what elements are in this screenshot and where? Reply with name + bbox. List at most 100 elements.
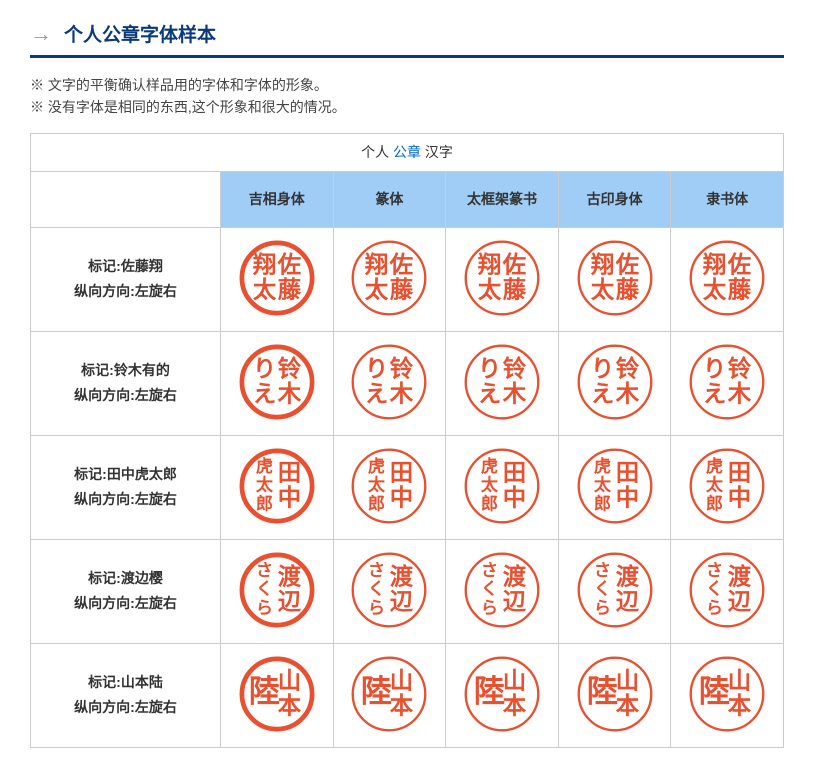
- table-row: 标记:佐藤翔纵向方向:左旋右佐藤翔太佐藤翔太佐藤翔太佐藤翔太佐藤翔太: [31, 227, 784, 331]
- col-head: 隶书体: [671, 171, 784, 227]
- col-head: 篆体: [333, 171, 446, 227]
- col-head: 古印身体: [558, 171, 671, 227]
- row-label-line1: 标记:山本陆: [39, 670, 212, 695]
- stamp-char: 辺: [503, 588, 527, 614]
- stamp-char: 佐: [277, 251, 301, 277]
- stamp-char: え: [478, 380, 501, 406]
- stamp-char: 本: [503, 692, 527, 718]
- stamp-char: さ: [481, 560, 498, 580]
- seal-stamp-icon: 渡辺さくら: [576, 551, 654, 629]
- stamp-char: 虎: [706, 456, 723, 476]
- arrow-icon: →: [30, 21, 52, 47]
- stamp-char: 郎: [594, 493, 611, 513]
- stamp-char: 藤: [615, 276, 639, 302]
- stamp-cell: 山本陸: [221, 643, 334, 747]
- stamp-char: 陸: [249, 674, 280, 709]
- stamp-char: り: [703, 355, 726, 381]
- stamp-cell: 田中虎太郎: [446, 435, 559, 539]
- stamp-char: 郎: [706, 493, 723, 513]
- stamp-char: 郎: [368, 493, 385, 513]
- seal-stamp-icon: 铃木りえ: [350, 343, 428, 421]
- stamp-char: さ: [706, 560, 723, 580]
- row-label-line2: 纵向方向:左旋右: [39, 279, 212, 304]
- stamp-cell: 田中虎太郎: [671, 435, 784, 539]
- stamp-cell: 铃木りえ: [671, 331, 784, 435]
- stamp-char: 木: [727, 380, 752, 406]
- stamp-char: 藤: [503, 276, 527, 302]
- stamp-char: 翔: [703, 250, 726, 277]
- stamp-cell: 田中虎太郎: [558, 435, 671, 539]
- stamp-char: 中: [503, 484, 526, 510]
- row-label: 标记:山本陆纵向方向:左旋右: [31, 643, 221, 747]
- stamp-char: え: [590, 380, 613, 406]
- stamp-char: 虎: [256, 456, 273, 476]
- seal-stamp-icon: 山本陸: [576, 655, 654, 733]
- stamp-cell: 铃木りえ: [558, 331, 671, 435]
- row-label: 标记:佐藤翔纵向方向:左旋右: [31, 227, 221, 331]
- stamp-char: 本: [615, 692, 639, 718]
- stamp-char: 太: [594, 474, 612, 494]
- stamp-char: 铃: [278, 354, 302, 381]
- stamp-char: 田: [615, 459, 638, 485]
- row-label-line2: 纵向方向:左旋右: [39, 591, 212, 616]
- stamp-char: 翔: [590, 250, 613, 277]
- seal-stamp-icon: 山本陸: [688, 655, 766, 733]
- stamp-char: く: [706, 578, 723, 598]
- stamp-cell: 渡辺さくら: [558, 539, 671, 643]
- stamp-char: 辺: [278, 588, 302, 614]
- stamp-char: 山: [503, 667, 526, 693]
- stamp-char: ら: [368, 597, 385, 617]
- stamp-char: 木: [614, 380, 639, 406]
- stamp-char: 渡: [390, 562, 414, 589]
- stamp-char: ら: [256, 597, 273, 617]
- stamp-char: 佐: [502, 251, 526, 277]
- stamp-char: 渡: [728, 562, 752, 589]
- stamp-char: 太: [368, 474, 386, 494]
- stamp-cell: 佐藤翔太: [333, 227, 446, 331]
- stamp-char: 铃: [390, 354, 414, 381]
- stamp-char: 太: [253, 276, 277, 302]
- stamp-char: 郎: [256, 493, 273, 513]
- stamp-cell: 佐藤翔太: [558, 227, 671, 331]
- stamp-char: 陸: [699, 674, 730, 709]
- table-row: 标记:山本陆纵向方向:左旋右山本陸山本陸山本陸山本陸山本陸: [31, 643, 784, 747]
- stamp-char: く: [256, 578, 273, 598]
- stamp-char: 山: [615, 667, 638, 693]
- seal-stamp-icon: 山本陸: [350, 655, 428, 733]
- seal-stamp-icon: 田中虎太郎: [350, 447, 428, 525]
- caption-post: 汉字: [421, 144, 453, 160]
- stamp-char: り: [590, 355, 613, 381]
- seal-stamp-icon: 田中虎太郎: [463, 447, 541, 525]
- stamp-char: 铃: [503, 354, 527, 381]
- note-line: ※ 文字的平衡确认样品用的字体和字体的形象。: [30, 74, 784, 96]
- stamp-char: 辺: [728, 588, 752, 614]
- stamp-char: 中: [615, 484, 638, 510]
- table-caption: 个人 公章 汉字: [31, 133, 784, 171]
- row-label-line2: 纵向方向:左旋右: [39, 487, 212, 512]
- stamp-char: 藤: [728, 276, 752, 302]
- stamp-char: 中: [278, 484, 301, 510]
- row-label-line1: 标记:田中虎太郎: [39, 462, 212, 487]
- caption-link[interactable]: 公章: [393, 144, 421, 160]
- stamp-char: え: [365, 380, 388, 406]
- stamp-cell: 田中虎太郎: [333, 435, 446, 539]
- row-label: 标记:铃木有的纵向方向:左旋右: [31, 331, 221, 435]
- stamp-char: 太: [365, 276, 389, 302]
- stamp-char: 田: [278, 459, 301, 485]
- stamp-char: 翔: [365, 250, 388, 277]
- stamp-cell: 铃木りえ: [446, 331, 559, 435]
- stamp-char: 陸: [361, 674, 392, 709]
- row-label: 标记:渡边樱纵向方向:左旋右: [31, 539, 221, 643]
- row-label-line1: 标记:渡边樱: [39, 566, 212, 591]
- caption-pre: 个人: [361, 144, 393, 160]
- seal-stamp-icon: 铃木りえ: [576, 343, 654, 421]
- stamp-char: 木: [389, 380, 414, 406]
- stamp-char: 虎: [368, 456, 385, 476]
- stamp-char: 太: [481, 474, 499, 494]
- stamp-char: ら: [706, 597, 723, 617]
- page-title: 个人公章字体样本: [64, 20, 216, 47]
- seal-stamp-icon: 山本陸: [238, 655, 316, 733]
- stamp-cell: 山本陸: [558, 643, 671, 747]
- section-header: → 个人公章字体样本: [30, 20, 784, 58]
- seal-stamp-icon: 铃木りえ: [238, 343, 316, 421]
